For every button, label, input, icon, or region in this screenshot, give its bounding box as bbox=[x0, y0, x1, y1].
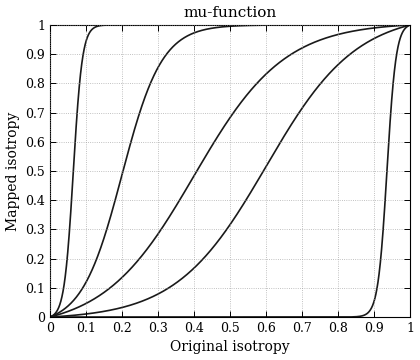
Title: mu-function: mu-function bbox=[184, 5, 277, 19]
X-axis label: Original isotropy: Original isotropy bbox=[171, 341, 290, 355]
Y-axis label: Mapped isotropy: Mapped isotropy bbox=[5, 111, 20, 231]
